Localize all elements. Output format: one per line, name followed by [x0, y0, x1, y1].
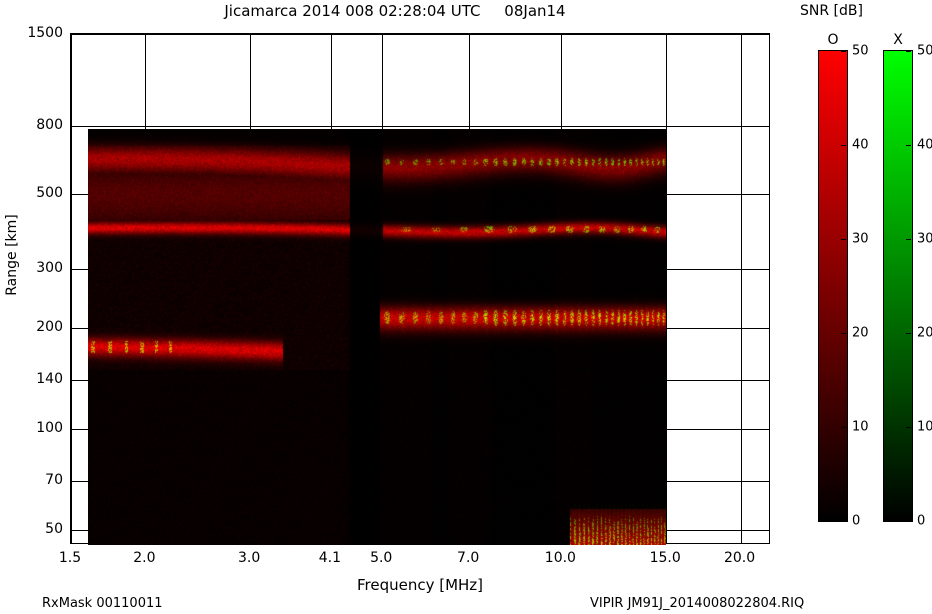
colorbar-x-header: X — [893, 32, 903, 48]
gridline-v-7 — [666, 34, 667, 543]
footer-filename: VIPIR JM91J_2014008022804.RIQ — [590, 596, 805, 611]
y-tick-1500: 1500 — [27, 25, 63, 41]
colorbar-x-mode — [883, 50, 913, 522]
y-tick-70: 70 — [45, 471, 63, 488]
x-axis-label: Frequency [MHz] — [356, 576, 484, 594]
y-tick-50: 50 — [45, 520, 63, 537]
colorbar-o-tick-0: 0 — [852, 513, 861, 529]
colorbar-o-tick-20: 20 — [852, 325, 869, 341]
y-tick-800: 800 — [36, 116, 63, 133]
colorbar-x-tick-0: 0 — [917, 513, 926, 529]
colorbar-o-tick-10: 10 — [852, 419, 869, 435]
x-tick-5.0: 5.0 — [370, 550, 393, 566]
gridline-v-0 — [71, 34, 72, 543]
colorbar-x-tickmark-0 — [906, 521, 911, 522]
y-axis-label: Range [km] — [4, 214, 20, 296]
ionogram-heatmap — [88, 129, 666, 545]
colorbar-o-tickmark-30 — [841, 239, 846, 240]
y-tick-140: 140 — [36, 370, 63, 387]
y-tick-500: 500 — [36, 185, 63, 202]
colorbar-o-tickmark-10 — [841, 427, 846, 428]
y-tick-100: 100 — [36, 419, 63, 436]
colorbar-o-tickmark-40 — [841, 145, 846, 146]
colorbar-x-tick-30: 30 — [917, 231, 932, 247]
x-tick-1.5: 1.5 — [58, 550, 82, 566]
x-tick-20.0: 20.0 — [723, 550, 756, 566]
colorbar-o-tick-50: 50 — [852, 43, 869, 59]
colorbar-o-tick-40: 40 — [852, 137, 869, 153]
x-tick-15.0: 15.0 — [649, 550, 681, 566]
colorbar-o-header: O — [827, 32, 839, 48]
colorbar-o-mode — [818, 50, 848, 522]
gridline-v-8 — [741, 34, 742, 543]
colorbar-x-tickmark-50 — [906, 51, 911, 52]
page-title: Jicamarca 2014 008 02:28:04 UTC 08Jan14 — [224, 2, 566, 20]
x-tick-2.0: 2.0 — [133, 550, 156, 566]
colorbar-x-tickmark-10 — [906, 427, 911, 428]
y-tick-300: 300 — [36, 259, 63, 276]
colorbar-x-tickmark-20 — [906, 333, 911, 334]
colorbar-x-tick-20: 20 — [917, 325, 932, 341]
colorbar-o-tickmark-20 — [841, 333, 846, 334]
colorbar-x-tick-40: 40 — [917, 137, 932, 153]
y-tick-200: 200 — [36, 318, 63, 335]
gridline-h-8 — [71, 34, 769, 35]
colorbar-x-tickmark-40 — [906, 145, 911, 146]
colorbar-o-tickmark-0 — [841, 521, 846, 522]
footer-rxmask: RxMask 00110011 — [42, 596, 163, 611]
colorbar-o-tick-30: 30 — [852, 231, 869, 247]
colorbar-o-tickmark-50 — [841, 51, 846, 52]
colorbar-x-tick-10: 10 — [917, 419, 932, 435]
gridline-h-7 — [71, 126, 769, 127]
x-tick-10.0: 10.0 — [544, 550, 576, 566]
x-tick-7.0: 7.0 — [457, 550, 480, 566]
x-tick-4.1: 4.1 — [318, 550, 342, 566]
x-tick-3.0: 3.0 — [238, 550, 261, 566]
colorbar-x-tickmark-30 — [906, 239, 911, 240]
colorbar-title: SNR [dB] — [800, 3, 863, 19]
colorbar-x-tick-50: 50 — [917, 43, 932, 59]
plot-area[interactable] — [70, 33, 770, 545]
